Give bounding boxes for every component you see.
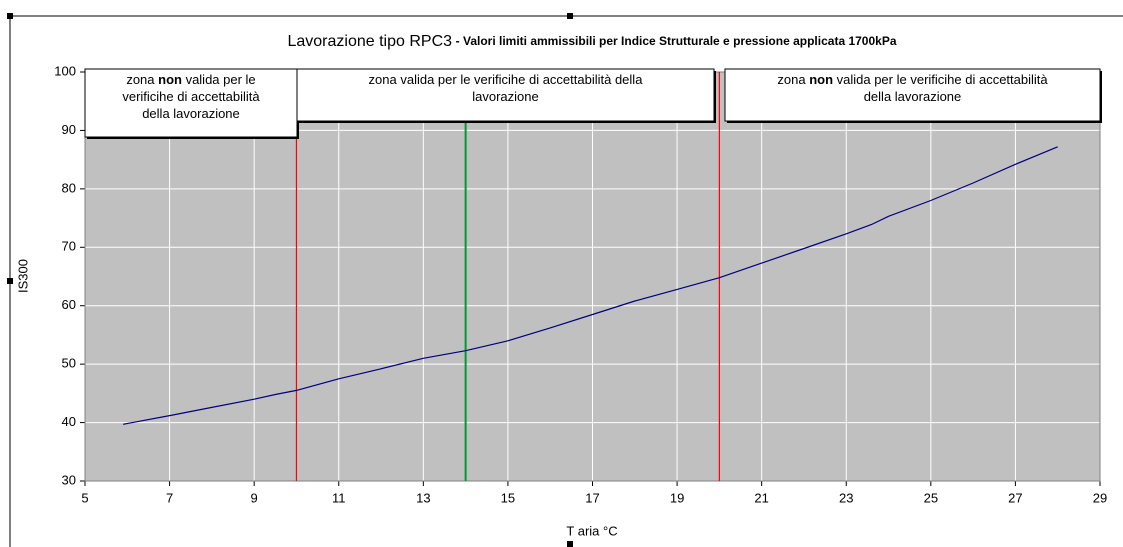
annotation-segment: non [809,72,833,87]
selection-handle [7,13,13,19]
x-tick-label: 19 [670,490,684,505]
title: Lavorazione tipo RPC3 [287,33,452,50]
annotation-segment: zona [126,72,158,87]
y-tick-label: 90 [62,122,76,137]
x-tick-label: 13 [416,490,430,505]
selection-handle [567,541,573,547]
subtitle: - Valori limiti ammissibili per Indice S… [456,34,897,48]
data-line [122,146,1058,425]
y-tick-label: 70 [62,239,76,254]
selection-handle [7,278,13,284]
annotation-text: zona non valida per le [126,72,255,87]
annotation-text: della lavorazione [864,89,962,104]
y-tick-label: 40 [62,414,76,429]
annotation-segment: non [158,72,182,87]
annotation-segment: della lavorazione [142,106,240,121]
annotation-segment: zona valida per le verificihe di accetta… [369,72,644,87]
x-tick-label: 7 [166,490,173,505]
x-tick-label: 17 [585,490,599,505]
annotation-text: della lavorazione [142,106,240,121]
y-tick-label: 30 [62,472,76,487]
y-tick-label: 80 [62,180,76,195]
x-tick-label: 21 [754,490,768,505]
annotation-segment: lavorazione [472,89,539,104]
x-tick-label: 15 [501,490,515,505]
x-tick-label: 5 [81,490,88,505]
y-tick-label: 100 [54,63,76,78]
annotation-box [724,68,1101,122]
annotation-text: lavorazione [472,89,539,104]
x-tick-label: 27 [1008,490,1022,505]
annotation-segment: valida per le verificihe di accettabilit… [833,72,1048,87]
annotation-text: zona non valida per le verificihe di acc… [777,72,1048,87]
x-tick-label: 11 [332,490,346,505]
annotation-box [296,68,715,122]
x-tick-label: 9 [251,490,258,505]
annotation-segment: della lavorazione [864,89,962,104]
annotation-box [84,68,298,138]
selection-handle [567,13,573,19]
chart-title: Lavorazione tipo RPC3 - Valori limiti am… [287,33,896,50]
x-tick-label: 23 [839,490,853,505]
y-axis-label: IS300 [15,259,30,293]
annotation-segment: verificihe di accettabilità [122,89,260,104]
y-tick-label: 50 [62,356,76,371]
x-tick-label: 29 [1093,490,1107,505]
annotation-text: verificihe di accettabilità [122,89,260,104]
annotation-segment: valida per le [182,72,256,87]
y-tick-label: 60 [62,297,76,312]
annotation-segment: zona [777,72,809,87]
x-axis-label: T aria °C [566,523,617,538]
x-tick-label: 25 [924,490,938,505]
annotation-text: zona valida per le verificihe di accetta… [369,72,644,87]
